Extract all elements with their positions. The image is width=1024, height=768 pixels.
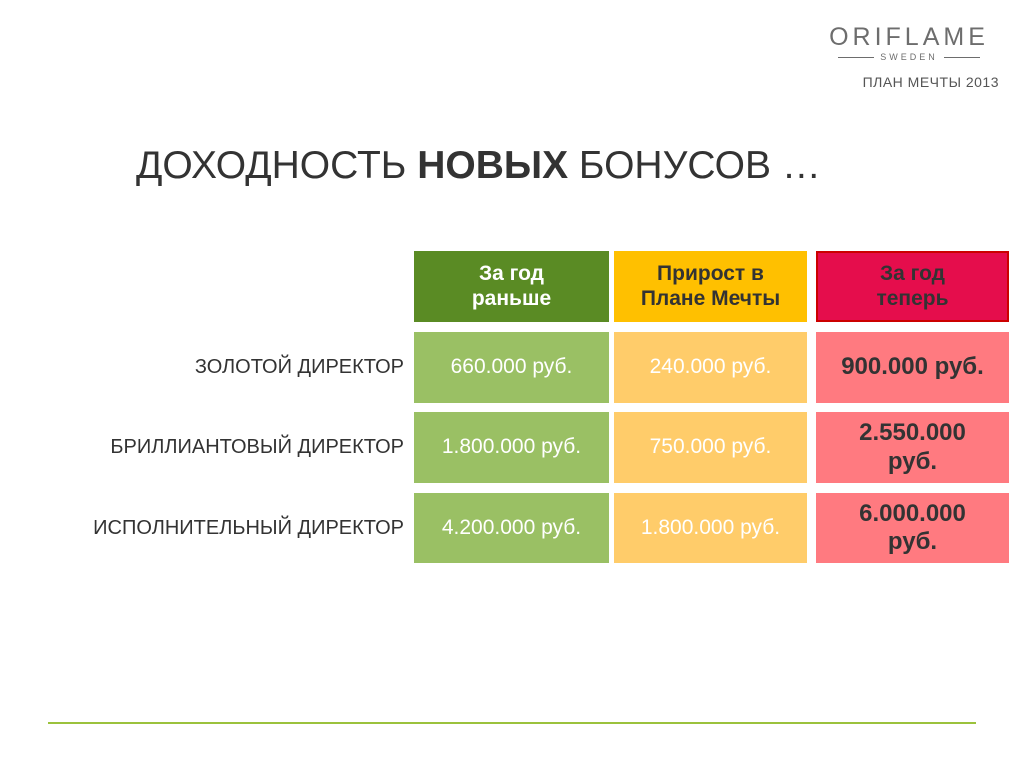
row-label-gold: ЗОЛОТОЙ ДИРЕКТОР xyxy=(194,356,404,378)
header-before: За год раньше xyxy=(414,251,609,322)
cell-diamond-growth: 750.000 руб. xyxy=(614,412,807,483)
logo-line-left xyxy=(838,56,875,58)
cell-diamond-before: 1.800.000 руб. xyxy=(414,412,609,483)
logo-sub: SWEDEN xyxy=(824,52,994,62)
cell-executive-before: 4.200.000 руб. xyxy=(414,493,609,563)
oriflame-logo: ORIFLAME SWEDEN xyxy=(824,24,994,62)
logo-line-right xyxy=(943,56,980,58)
header-now: За год теперь xyxy=(816,251,1009,322)
row-label-executive: ИСПОЛНИТЕЛЬНЫЙ ДИРЕКТОР xyxy=(93,517,404,539)
cell-executive-growth: 1.800.000 руб. xyxy=(614,493,807,563)
logo-brand: ORIFLAME xyxy=(829,23,989,51)
title-part2: БОНУСОВ … xyxy=(568,144,821,187)
logo-sub-text: SWEDEN xyxy=(880,52,938,62)
cell-gold-before: 660.000 руб. xyxy=(414,332,609,403)
footer-rule xyxy=(48,722,976,724)
title-part1: ДОХОДНОСТЬ xyxy=(136,144,418,187)
cell-executive-now: 6.000.000 руб. xyxy=(816,493,1009,563)
title-bold: НОВЫХ xyxy=(417,144,569,187)
header-growth: Прирост в Плане Мечты xyxy=(614,251,807,322)
page-title: ДОХОДНОСТЬ НОВЫХ БОНУСОВ … xyxy=(136,144,821,188)
row-label-diamond: БРИЛЛИАНТОВЫЙ ДИРЕКТОР xyxy=(110,436,404,458)
cell-diamond-now: 2.550.000 руб. xyxy=(816,412,1009,483)
plan-label: ПЛАН МЕЧТЫ 2013 xyxy=(862,74,999,90)
cell-gold-now: 900.000 руб. xyxy=(816,332,1009,403)
cell-gold-growth: 240.000 руб. xyxy=(614,332,807,403)
